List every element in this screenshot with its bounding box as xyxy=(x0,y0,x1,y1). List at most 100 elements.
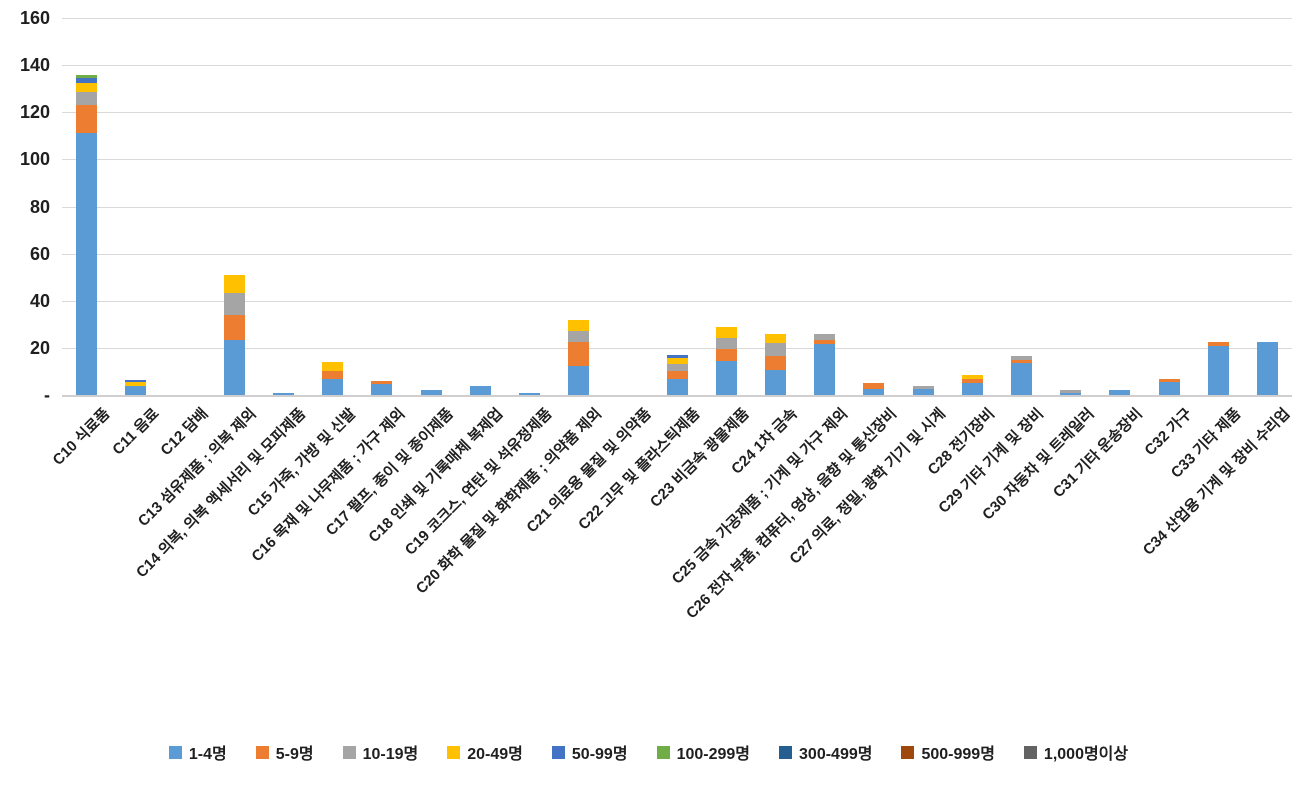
legend-swatch-icon xyxy=(901,745,915,759)
bar-segment-C27-10-19명[interactable] xyxy=(913,385,934,390)
bar-segment-C31-1-4명[interactable] xyxy=(1109,390,1130,395)
gridline xyxy=(62,254,1292,255)
legend-item-5-9명[interactable]: 5-9명 xyxy=(255,740,314,764)
gridline xyxy=(62,159,1292,160)
y-axis-tick-label: 120 xyxy=(19,102,50,122)
bar-segment-C10-20-49명[interactable] xyxy=(76,82,97,93)
bar-segment-C24-1-4명[interactable] xyxy=(765,370,786,395)
bar-segment-C22-10-19명[interactable] xyxy=(667,364,688,372)
y-axis-tick-label: 160 xyxy=(19,8,50,28)
bar-segment-C15-20-49명[interactable] xyxy=(322,362,343,372)
bar-segment-C24-10-19명[interactable] xyxy=(765,343,786,357)
bar-segment-C15-1-4명[interactable] xyxy=(322,378,343,395)
bar-segment-C23-1-4명[interactable] xyxy=(716,360,737,395)
bar-segment-C20-1-4명[interactable] xyxy=(568,365,589,395)
bar-segment-C28-1-4명[interactable] xyxy=(962,383,983,395)
bar-segment-C28-5-9명[interactable] xyxy=(962,378,983,384)
y-axis-tick-label: 80 xyxy=(29,197,50,217)
bar-segment-C11-1-4명[interactable] xyxy=(125,385,146,395)
y-axis-tick-label: 20 xyxy=(29,338,50,358)
bar-segment-C10-100-299명[interactable] xyxy=(76,74,97,79)
legend-label: 100-299명 xyxy=(676,746,751,763)
legend-swatch-icon xyxy=(342,745,356,759)
bar-segment-C29-5-9명[interactable] xyxy=(1011,359,1032,364)
bar-segment-C29-1-4명[interactable] xyxy=(1011,363,1032,395)
bar-segment-C18-1-4명[interactable] xyxy=(470,385,491,395)
legend-swatch-icon xyxy=(779,745,793,759)
bar-segment-C10-1-4명[interactable] xyxy=(76,133,97,395)
bar-segment-C19-1-4명[interactable] xyxy=(519,392,540,395)
gridline xyxy=(62,18,1292,19)
bar-segment-C10-10-19명[interactable] xyxy=(76,92,97,106)
bar-segment-C15-5-9명[interactable] xyxy=(322,371,343,379)
bar-segment-C25-10-19명[interactable] xyxy=(814,333,835,340)
bar-segment-C11-20-49명[interactable] xyxy=(125,382,146,386)
bar-segment-C25-1-4명[interactable] xyxy=(814,344,835,395)
legend-label: 1-4명 xyxy=(188,746,227,763)
bar-segment-C22-20-49명[interactable] xyxy=(667,358,688,365)
bar-segment-C28-20-49명[interactable] xyxy=(962,374,983,379)
bar-segment-C32-1-4명[interactable] xyxy=(1159,382,1180,395)
y-axis-tick-label: 40 xyxy=(29,291,50,311)
legend: 1-4명 5-9명 10-19명 20-49명 50-99명 100-299명 300-49… xyxy=(0,740,1297,764)
bar-segment-C22-1-4명[interactable] xyxy=(667,378,688,395)
y-axis-tick-label: - xyxy=(44,385,50,405)
gridline xyxy=(62,65,1292,66)
legend-item-10-19명[interactable]: 10-19명 xyxy=(342,740,419,764)
y-axis-tick-label: 140 xyxy=(19,55,50,75)
legend-item-20-49명[interactable]: 20-49명 xyxy=(447,740,523,764)
legend-item-100-299명[interactable]: 100-299명 xyxy=(656,740,751,764)
bar-segment-C16-1-4명[interactable] xyxy=(371,384,392,395)
bar-segment-C23-10-19명[interactable] xyxy=(716,338,737,350)
bar-segment-C23-5-9명[interactable] xyxy=(716,349,737,361)
bar-segment-C34-1-4명[interactable] xyxy=(1257,341,1278,395)
y-axis-tick-label: 100 xyxy=(19,149,50,169)
bar-segment-C22-5-9명[interactable] xyxy=(667,371,688,379)
legend-item-1-4명[interactable]: 1-4명 xyxy=(168,740,227,764)
legend-item-1,000명이상[interactable]: 1,000명이상 xyxy=(1023,740,1128,764)
legend-label: 50-99명 xyxy=(571,746,628,763)
gridline xyxy=(62,207,1292,208)
bar-segment-C30-10-19명[interactable] xyxy=(1060,390,1081,393)
bar-segment-C16-5-9명[interactable] xyxy=(371,380,392,385)
bar-segment-C24-20-49명[interactable] xyxy=(765,333,786,344)
bar-segment-C13-10-19명[interactable] xyxy=(224,292,245,315)
bar-segment-C30-1-4명[interactable] xyxy=(1060,392,1081,395)
bar-segment-C25-5-9명[interactable] xyxy=(814,339,835,345)
gridline xyxy=(62,301,1292,302)
bar-segment-C20-5-9명[interactable] xyxy=(568,341,589,366)
bar-segment-C22-50-99명[interactable] xyxy=(667,354,688,359)
legend-label: 20-49명 xyxy=(467,746,523,763)
bar-segment-C27-1-4명[interactable] xyxy=(913,389,934,395)
legend-label: 500-999명 xyxy=(921,746,995,763)
legend-item-500-999명[interactable]: 500-999명 xyxy=(901,740,995,764)
gridline xyxy=(62,112,1292,113)
legend-swatch-icon xyxy=(168,745,182,759)
bar-segment-C23-20-49명[interactable] xyxy=(716,326,737,339)
bar-segment-C17-1-4명[interactable] xyxy=(421,390,442,395)
bar-segment-C20-10-19명[interactable] xyxy=(568,331,589,342)
bar-segment-C29-10-19명[interactable] xyxy=(1011,356,1032,360)
bar-segment-C13-5-9명[interactable] xyxy=(224,314,245,340)
bar-segment-C33-1-4명[interactable] xyxy=(1208,345,1229,395)
bar-segment-C26-5-9명[interactable] xyxy=(863,383,884,390)
bar-segment-C32-5-9명[interactable] xyxy=(1159,378,1180,383)
bar-segment-C13-1-4명[interactable] xyxy=(224,339,245,395)
bar-segment-C24-5-9명[interactable] xyxy=(765,356,786,371)
bar-segment-C13-20-49명[interactable] xyxy=(224,274,245,293)
legend-swatch-icon xyxy=(656,745,670,759)
bar-segment-C14-1-4명[interactable] xyxy=(273,392,294,395)
bar-segment-C10-5-9명[interactable] xyxy=(76,105,97,134)
bar-segment-C26-1-4명[interactable] xyxy=(863,389,884,395)
legend-label: 10-19명 xyxy=(362,746,419,763)
bar-segment-C10-50-99명[interactable] xyxy=(76,78,97,83)
legend-label: 5-9명 xyxy=(275,746,314,763)
legend-item-50-99명[interactable]: 50-99명 xyxy=(551,740,628,764)
legend-swatch-icon xyxy=(255,745,269,759)
legend-item-300-499명[interactable]: 300-499명 xyxy=(779,740,872,764)
bar-segment-C20-20-49명[interactable] xyxy=(568,319,589,332)
legend-swatch-icon xyxy=(1023,745,1037,759)
bar-segment-C11-50-99명[interactable] xyxy=(125,379,146,383)
bar-segment-C33-5-9명[interactable] xyxy=(1208,341,1229,346)
